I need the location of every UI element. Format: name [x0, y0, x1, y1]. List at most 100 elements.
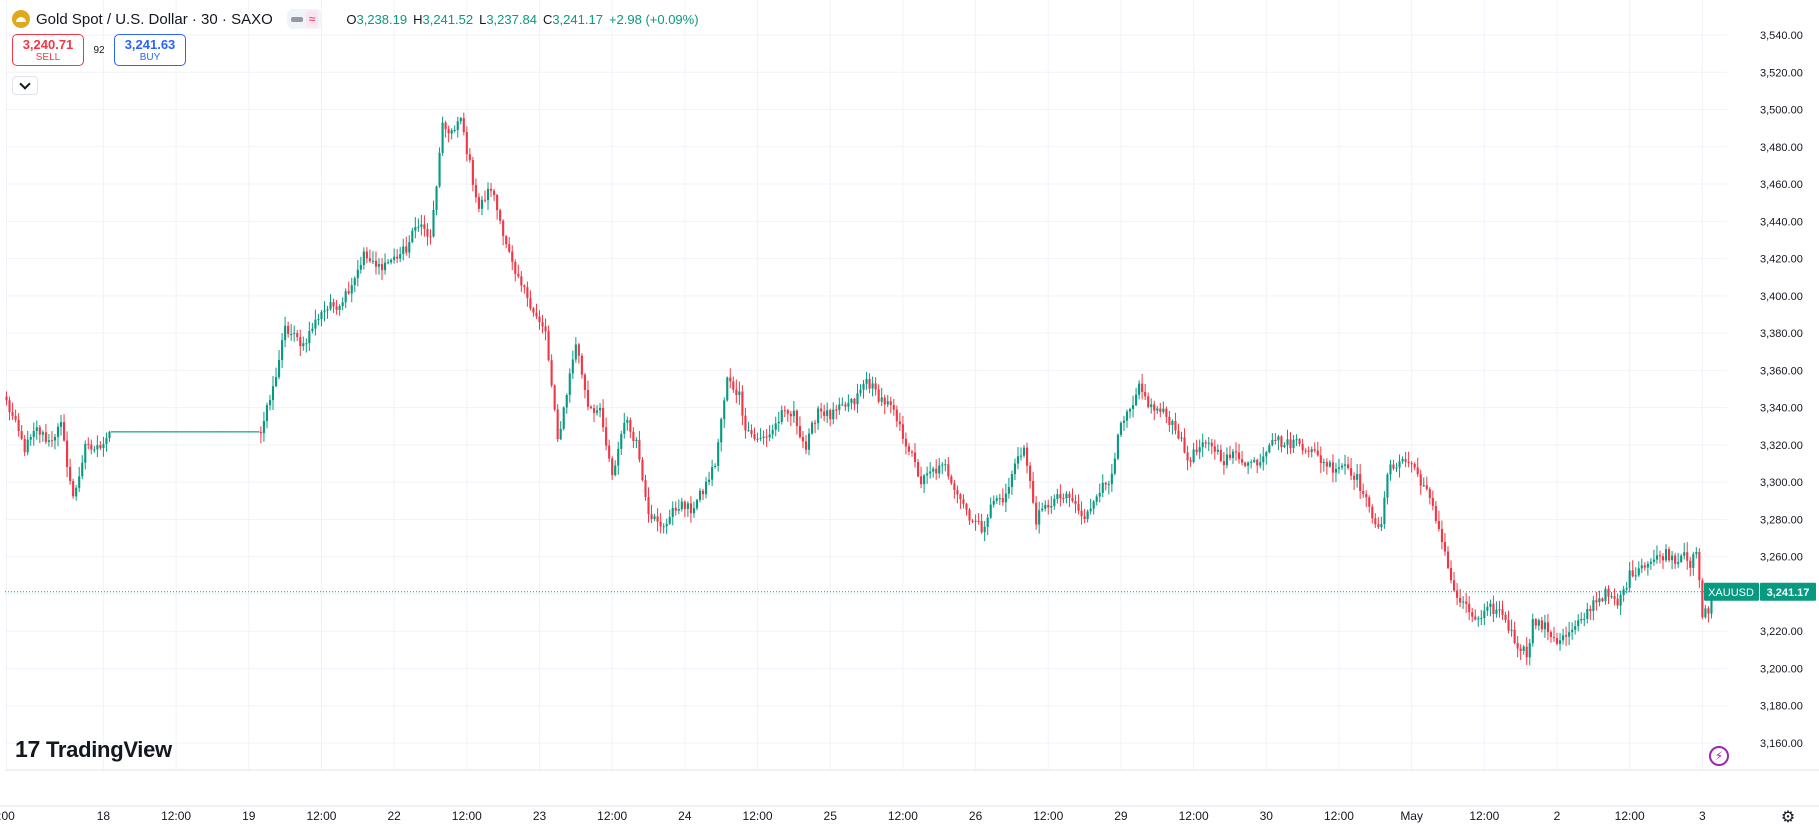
candle-body	[1331, 462, 1334, 473]
candle-body	[468, 154, 471, 161]
candle-body	[801, 436, 805, 442]
candle-body	[1241, 459, 1244, 463]
candle-body	[1671, 555, 1674, 561]
gear-icon[interactable]: ⚙	[1780, 809, 1796, 826]
candle-body	[1707, 608, 1710, 614]
candle-body	[365, 251, 368, 259]
candle-body	[1468, 603, 1471, 613]
candle-body	[820, 408, 823, 412]
candle-body	[1368, 497, 1371, 507]
candle-body	[505, 236, 508, 245]
trade-panel: 3,240.71 SELL 92 3,241.63 BUY	[12, 34, 186, 66]
candle-body	[947, 464, 950, 477]
candle-body	[753, 434, 756, 439]
buy-label: BUY	[139, 52, 161, 63]
candle-body	[429, 236, 432, 238]
candle-body	[1192, 449, 1195, 462]
candle-body	[605, 427, 608, 446]
candle-body	[262, 421, 265, 434]
candle-body	[650, 514, 653, 519]
candle-body	[1104, 482, 1107, 485]
lightning-icon[interactable]: ⚡	[1709, 746, 1729, 766]
candle-body	[577, 344, 580, 356]
candle-body	[374, 260, 378, 267]
candle-body	[1283, 445, 1286, 447]
candle-body	[711, 466, 714, 480]
candle-body	[1313, 449, 1316, 451]
candle-body	[423, 224, 426, 229]
y-tick-label: 3,540.00	[1760, 30, 1803, 42]
candle-body	[511, 251, 514, 262]
candle-body	[602, 407, 605, 428]
x-tick-label: 12:00	[1324, 809, 1354, 823]
candle-body	[638, 439, 641, 460]
x-tick-label: 12:00	[597, 809, 627, 823]
candle-body	[883, 397, 886, 405]
x-tick-label: 12:00	[888, 809, 918, 823]
candle-body	[1292, 439, 1295, 449]
candle-body	[1110, 473, 1113, 485]
candle-body	[1425, 485, 1428, 490]
candle-body	[901, 424, 904, 439]
candle-body	[968, 509, 971, 521]
collapse-legend-button[interactable]	[12, 76, 38, 95]
candle-body	[929, 471, 932, 474]
candle-body	[1065, 493, 1068, 499]
candle-body	[1689, 560, 1692, 568]
candle-body	[1177, 430, 1180, 439]
candle-body	[1029, 465, 1032, 481]
candle-body	[1328, 462, 1331, 467]
candle-body	[680, 501, 683, 510]
candle-body	[1213, 446, 1216, 452]
candle-body	[1035, 502, 1038, 525]
candle-body	[1701, 580, 1704, 618]
x-tick-label: May	[1400, 809, 1423, 823]
candle-body	[1147, 396, 1150, 408]
candle-body	[293, 332, 296, 334]
x-tick-label: 24	[678, 809, 692, 823]
candle-body	[562, 407, 565, 429]
candle-body	[326, 309, 329, 311]
candle-body	[1565, 635, 1568, 637]
candle-body	[399, 254, 402, 259]
candle-body	[550, 360, 553, 386]
candle-body	[1407, 461, 1410, 464]
candle-body	[1062, 498, 1065, 500]
candle-body	[1380, 524, 1383, 528]
gold-symbol-icon	[12, 10, 30, 28]
candle-body	[102, 444, 105, 449]
tradingview-logo[interactable]: 17 TradingView	[15, 736, 172, 763]
candle-body	[907, 446, 911, 452]
candle-body	[632, 431, 635, 442]
candle-body	[732, 381, 735, 390]
candle-body	[502, 220, 505, 237]
candle-body	[889, 401, 892, 406]
candle-body	[717, 442, 720, 466]
buy-button[interactable]: 3,241.63 BUY	[114, 34, 186, 66]
x-tick-label: 25	[824, 809, 838, 823]
candle-body	[26, 439, 29, 453]
x-tick-label: 18	[97, 809, 111, 823]
candle-body	[1456, 590, 1459, 598]
candle-body	[1437, 520, 1440, 529]
candle-body	[826, 410, 829, 416]
candle-body	[314, 319, 317, 329]
indicator-toggle[interactable]: ≈	[286, 9, 323, 29]
candle-body	[1546, 622, 1549, 633]
candle-body	[1068, 493, 1071, 498]
candle-body	[932, 468, 935, 472]
candle-body	[1522, 646, 1525, 652]
ohlc-readout: O3,238.19 H3,241.52 L3,237.84 C3,241.17 …	[346, 11, 699, 27]
candle-body	[868, 379, 871, 389]
candle-body	[1353, 475, 1356, 480]
sell-button[interactable]: 3,240.71 SELL	[12, 34, 84, 66]
candle-body	[953, 483, 956, 491]
symbol-badge	[1704, 582, 1759, 601]
close-value: 3,241.17	[552, 11, 603, 27]
y-tick-label: 3,160.00	[1760, 738, 1803, 750]
x-tick-label: 12:00	[1033, 809, 1063, 823]
candle-body	[523, 285, 526, 288]
symbol-title[interactable]: Gold Spot / U.S. Dollar · 30 · SAXO	[36, 10, 273, 28]
candle-body	[1543, 622, 1546, 630]
